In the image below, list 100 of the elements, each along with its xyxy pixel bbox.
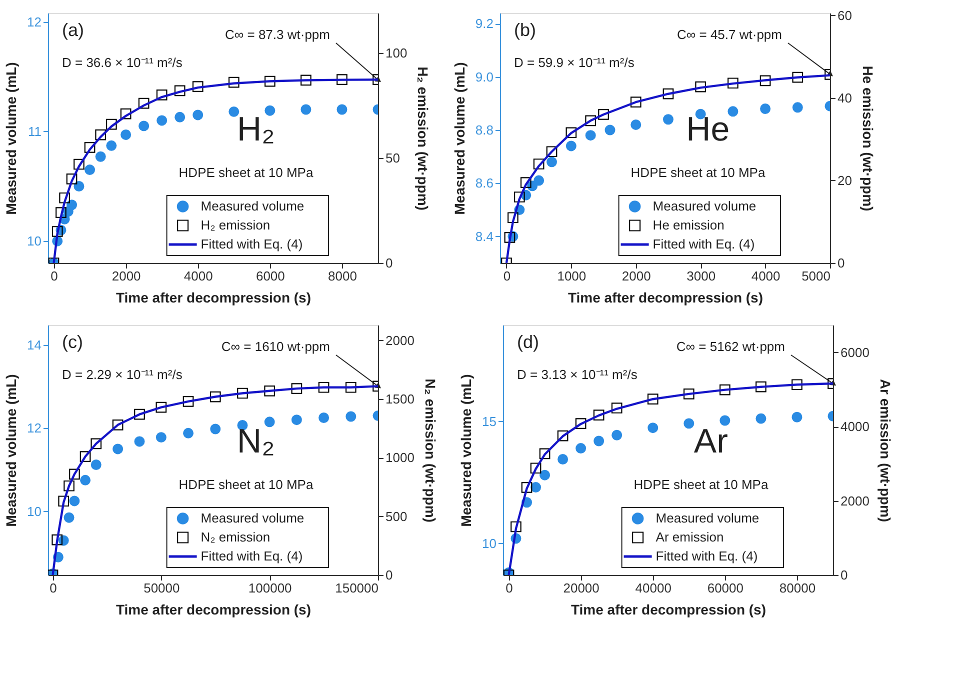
point [792,102,803,113]
legend-label: Measured volume [652,198,756,214]
point [720,384,730,396]
annotation: HDPE sheet at 10 MPa [178,477,314,492]
y-axis-title: Measured volume (mL) [451,62,468,215]
point [56,207,66,218]
point [530,482,542,493]
x-tick-label: 20000 [563,580,600,596]
point [264,105,276,116]
x-tick-label: 2000 [622,268,651,284]
y-tick-label: 10 [482,536,496,551]
y-axis-title: Measured volume (mL) [3,62,20,215]
x-tick-label: 8000 [328,268,357,284]
x-tick-label: 5000 [802,268,830,284]
y2-axis-title: H₂ emission (wt·ppm) [415,66,432,210]
point [504,232,516,243]
legend-label: Fitted with Eq. (4) [200,548,303,564]
point [630,96,642,108]
point [106,118,117,130]
y-tick-label: 12 [27,14,42,30]
point [662,114,674,125]
x-tick-label: 4000 [751,268,780,284]
annotation: N₂ [237,422,275,460]
y2-tick-label: 6000 [840,344,870,360]
point [174,85,186,96]
point [264,76,276,87]
y2-tick-label: 2000 [386,332,414,348]
point [540,470,550,480]
legend-label: Fitted with Eq. (4) [652,236,755,252]
point [59,192,70,204]
x-tick-label: 1000 [557,268,586,284]
y-tick-label: 15 [482,414,496,429]
y-tick-label: 10 [27,234,42,249]
x-axis-title: Time after decompression (s) [570,602,766,618]
y2-tick-label: 2000 [840,493,870,508]
y2-tick-label: 100 [386,45,408,60]
x-tick-label: 4000 [184,268,213,284]
point [792,379,802,390]
point [120,108,132,120]
point [336,104,348,115]
annotation: H₂ [237,110,275,148]
point [510,521,522,532]
annotation: C∞ = 87.3 wt·ppm [224,27,330,42]
x-tick-label: 100000 [248,580,292,596]
annotation: HDPE sheet at 10 MPa [634,477,769,492]
y-tick-label: 10 [27,504,42,519]
point [84,142,96,153]
point [647,394,658,405]
point [575,418,586,430]
point [138,98,150,109]
point [598,109,609,120]
point [648,422,658,434]
x-tick-label: 0 [50,580,57,596]
y2-axis-title: He emission (wt·ppm) [860,66,876,212]
point [756,413,766,424]
y2-tick-label: 1500 [386,392,414,407]
x-tick-label: 80000 [779,580,816,596]
point [546,156,558,168]
point [576,443,586,454]
x-axis-title: Time after decompression (s) [116,290,312,306]
annotation: He [686,110,730,148]
annotation: (b) [514,20,536,40]
x-tick-label: 0 [50,268,58,284]
point [95,129,106,140]
x-tick-label: 2000 [112,268,141,284]
y2-tick-label: 0 [838,256,845,270]
point [756,381,766,392]
legend-label: Measured volume [200,510,304,526]
annotation: HDPE sheet at 10 MPa [630,165,766,180]
point [585,115,596,126]
point [508,212,518,224]
y-tick-label: 9.0 [475,69,494,84]
point [728,78,738,89]
point [530,462,542,474]
point [174,112,186,122]
point [593,410,604,420]
point [521,482,532,493]
x-tick-label: 6000 [256,268,285,284]
annotation: (c) [62,332,83,352]
y2-tick-label: 500 [386,508,408,524]
x-axis-title: Time after decompression (s) [116,602,312,618]
y2-tick-label: 40 [838,90,852,106]
point [74,181,84,192]
point [192,81,204,92]
legend-label: He emission [652,218,724,232]
legend-label: Measured volume [200,198,304,214]
annotation: Ar [694,422,728,460]
legend-label: Ar emission [656,530,724,544]
point [604,124,616,136]
point [792,412,802,422]
point [156,115,168,126]
point [520,177,532,188]
y2-tick-label: 1000 [386,450,414,466]
point [630,119,642,130]
y-tick-label: 11 [28,124,42,139]
point [138,120,150,132]
x-tick-label: 40000 [635,580,672,596]
point [66,174,78,184]
x-axis-title: Time after decompression (s) [568,290,764,306]
point [558,454,568,464]
